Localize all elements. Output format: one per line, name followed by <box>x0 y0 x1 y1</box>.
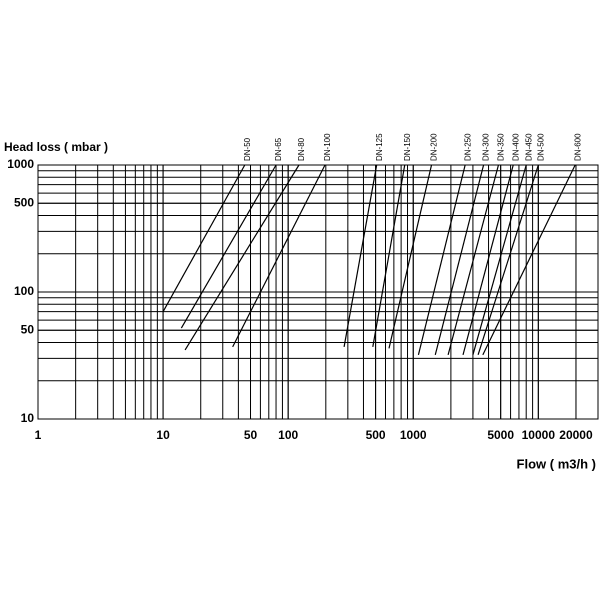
dn-label: DN-350 <box>497 133 506 161</box>
dn-line <box>184 164 300 351</box>
x-tick-label: 10 <box>156 428 170 442</box>
dn-label: DN-65 <box>274 137 283 161</box>
y-tick-label: 50 <box>21 322 35 336</box>
dn-label: DN-250 <box>463 133 472 161</box>
y-axis-label: Head loss ( mbar ) <box>4 140 108 154</box>
dn-line <box>434 164 485 355</box>
x-tick-label: 100 <box>278 428 298 442</box>
x-tick-label: 1000 <box>400 428 427 442</box>
dn-line <box>343 164 378 347</box>
dn-label: DN-150 <box>403 133 412 161</box>
x-tick-label: 500 <box>366 428 386 442</box>
dn-line <box>180 164 277 329</box>
y-tick-label: 1000 <box>7 157 34 171</box>
dn-label: DN-300 <box>482 133 491 161</box>
dn-label: DN-125 <box>375 133 384 161</box>
dn-line <box>372 164 406 347</box>
x-axis-label: Flow ( m3/h ) <box>517 456 596 471</box>
dn-line <box>472 164 527 356</box>
dn-label: DN-500 <box>536 133 545 161</box>
y-tick-label: 10 <box>21 411 35 425</box>
x-tick-label: 5000 <box>487 428 514 442</box>
x-tick-label: 10000 <box>522 428 556 442</box>
dn-label: DN-200 <box>430 133 439 161</box>
dn-label: DN-80 <box>297 137 306 161</box>
x-tick-label: 1 <box>35 428 42 442</box>
dn-label: DN-600 <box>573 133 582 161</box>
dn-label: DN-400 <box>511 133 520 161</box>
dn-line <box>232 164 326 348</box>
dn-label: DN-100 <box>323 133 332 161</box>
dn-line <box>462 164 514 355</box>
y-tick-label: 500 <box>14 195 34 209</box>
dn-line <box>162 164 246 312</box>
dn-label: DN-50 <box>243 137 252 161</box>
x-tick-label: 50 <box>244 428 258 442</box>
dn-label: DN-450 <box>524 133 533 161</box>
dn-line <box>447 164 500 355</box>
dn-line <box>482 164 576 356</box>
dn-line <box>388 164 433 349</box>
y-tick-label: 100 <box>14 284 34 298</box>
dn-line <box>417 164 466 355</box>
x-tick-label: 20000 <box>559 428 593 442</box>
dn-line <box>477 164 539 356</box>
plot-frame <box>37 164 599 420</box>
